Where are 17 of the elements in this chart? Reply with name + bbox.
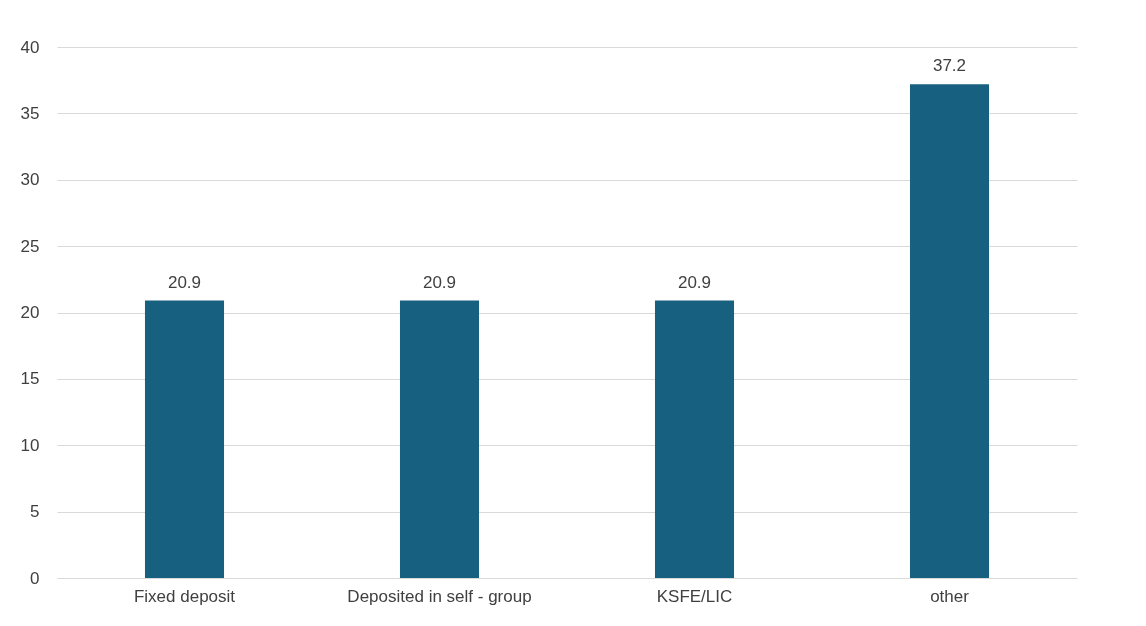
y-tick-label: 25 bbox=[20, 236, 40, 256]
y-tick-label: 30 bbox=[20, 170, 40, 190]
data-label: 20.9 bbox=[677, 272, 712, 292]
y-tick-label: 5 bbox=[30, 502, 40, 522]
y-tick-label: 40 bbox=[20, 37, 40, 57]
x-tick-label: KSFE/LIC bbox=[656, 586, 733, 606]
y-tick-label: 15 bbox=[20, 369, 40, 389]
data-label: 20.9 bbox=[422, 272, 457, 292]
y-tick-label: 20 bbox=[20, 303, 40, 322]
x-tick-label: Fixed deposit bbox=[133, 586, 236, 606]
y-tick-label: 0 bbox=[30, 568, 40, 588]
y-tick-label: 35 bbox=[20, 103, 40, 123]
data-label: 20.9 bbox=[167, 272, 202, 292]
y-tick-label: 10 bbox=[20, 435, 40, 455]
x-tick-label: other bbox=[930, 586, 970, 606]
data-label: 37.2 bbox=[932, 56, 967, 76]
x-tick-label: Deposited in self - group bbox=[347, 586, 532, 606]
